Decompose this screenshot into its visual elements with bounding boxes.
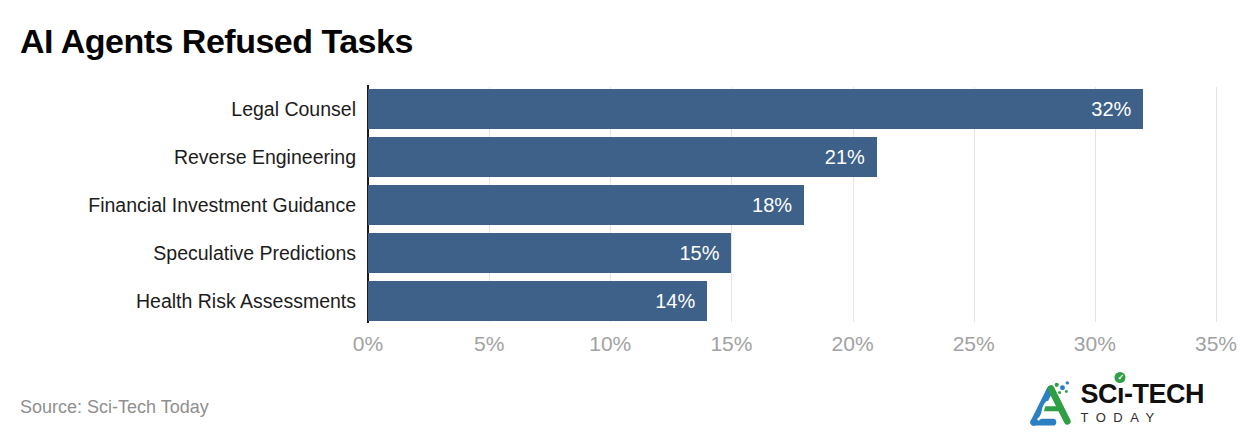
logo-wordmark: SCı✓-TECH (1080, 381, 1204, 408)
x-tick-label-5%: 5% (441, 332, 537, 356)
check-icon: ✓ (1115, 372, 1126, 383)
x-tick-label-30%: 30% (1047, 332, 1143, 356)
bar-value-label: 21% (825, 137, 865, 177)
bar-value-label: 18% (752, 185, 792, 225)
sci-tech-today-logo-text: SCı✓-TECH TODAY (1080, 381, 1204, 425)
sci-tech-today-logo: SCı✓-TECH TODAY (1027, 380, 1204, 426)
bar: 18% (368, 185, 804, 225)
gridline-35% (1216, 87, 1217, 322)
bar: 15% (368, 233, 731, 273)
bar: 21% (368, 137, 877, 177)
category-label: Financial Investment Guidance (0, 185, 356, 225)
x-tick-label-35%: 35% (1168, 332, 1240, 356)
bar-chart: 0% 5% 10% 15% 20% 25% 30% 35% Legal Counsel 32% Re… (0, 0, 1240, 444)
category-label: Speculative Predictions (0, 233, 356, 273)
x-tick-label-20%: 20% (805, 332, 901, 356)
bar: 14% (368, 281, 707, 321)
x-tick-label-25%: 25% (926, 332, 1022, 356)
bar-value-label: 15% (679, 233, 719, 273)
category-label: Health Risk Assessments (0, 281, 356, 321)
source-caption: Source: Sci-Tech Today (20, 397, 209, 418)
bar-value-label: 14% (655, 281, 695, 321)
x-tick-label-0%: 0% (320, 332, 416, 356)
category-label: Legal Counsel (0, 89, 356, 129)
logo-subtext: TODAY (1080, 410, 1204, 425)
bar-value-label: 32% (1091, 89, 1131, 129)
category-label: Reverse Engineering (0, 137, 356, 177)
sci-tech-today-logo-icon (1027, 380, 1075, 426)
x-tick-label-10%: 10% (562, 332, 658, 356)
x-tick-label-15%: 15% (683, 332, 779, 356)
bar: 32% (368, 89, 1143, 129)
